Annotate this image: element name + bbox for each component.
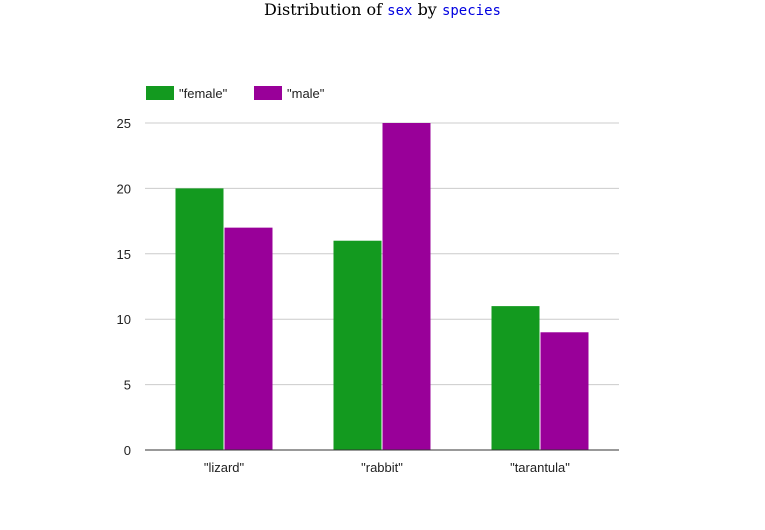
title-field: sex <box>387 3 413 19</box>
bar-male-1 <box>382 123 431 450</box>
legend-swatch <box>146 86 174 100</box>
legend-label: "female" <box>179 86 228 101</box>
title-group-field: species <box>441 3 501 19</box>
chart-title: Distribution of sex by species <box>0 0 765 21</box>
legend: "female" "male" <box>146 86 325 101</box>
legend-label: "male" <box>287 86 325 101</box>
bars <box>175 123 589 450</box>
y-tick-label: 0 <box>124 443 131 458</box>
title-prefix: Distribution of <box>264 0 383 19</box>
bar-male-0 <box>224 227 273 450</box>
x-category-label: "lizard" <box>204 460 245 475</box>
x-category-label: "rabbit" <box>361 460 403 475</box>
y-tick-label: 15 <box>117 247 131 262</box>
bar-female-2 <box>491 306 540 450</box>
y-tick-label: 5 <box>124 378 131 393</box>
title-connector: by <box>417 0 437 19</box>
x-category-label: "tarantula" <box>510 460 570 475</box>
gridlines <box>145 122 619 386</box>
x-axis-categories: "lizard" "rabbit" "tarantula" <box>204 460 570 475</box>
bar-male-2 <box>540 332 589 450</box>
bar-female-0 <box>175 188 224 450</box>
y-tick-label: 10 <box>117 312 131 327</box>
legend-swatch <box>254 86 282 100</box>
y-tick-label: 20 <box>117 181 131 196</box>
y-axis-ticks: 0 5 10 15 20 25 <box>117 116 131 458</box>
bar-female-1 <box>333 240 382 450</box>
y-tick-label: 25 <box>117 116 131 131</box>
